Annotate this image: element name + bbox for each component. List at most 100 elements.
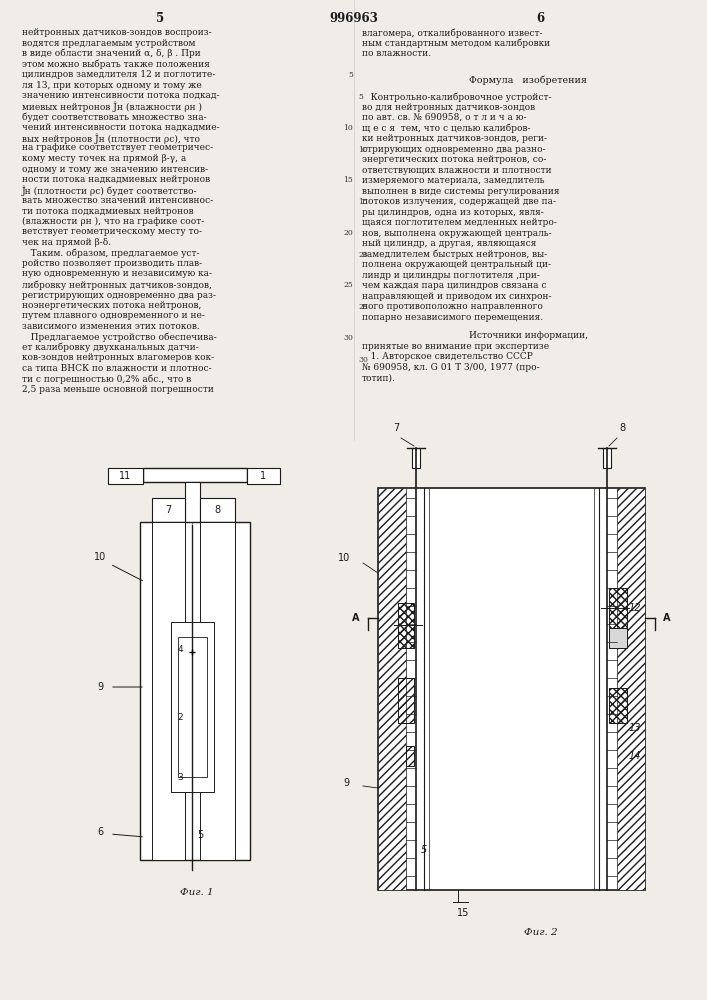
Bar (200, 522, 235, 860)
Text: нейтронных датчиков-зондов воспроиз-: нейтронных датчиков-зондов воспроиз- (22, 28, 211, 37)
Text: Формула   изобретения: Формула изобретения (469, 75, 588, 85)
Text: миевых нейтронов Ĵн (влажности ρн ): миевых нейтронов Ĵн (влажности ρн ) (22, 102, 202, 112)
Text: ков-зондов нейтронных влагомеров кок-: ков-зондов нейтронных влагомеров кок- (22, 354, 214, 362)
Text: щаяся поглотителем медленных нейтро-: щаяся поглотителем медленных нейтро- (362, 218, 557, 227)
Text: 14: 14 (629, 751, 641, 761)
Text: 7: 7 (165, 505, 172, 515)
Bar (398, 678, 414, 723)
Bar (171, 622, 214, 792)
Text: по авт. св. № 690958, о т л и ч а ю-: по авт. св. № 690958, о т л и ч а ю- (362, 113, 527, 122)
Text: ный цилиндр, а другая, являющаяся: ный цилиндр, а другая, являющаяся (362, 239, 537, 248)
Bar (398, 603, 414, 648)
Text: во для нейтронных датчиков-зондов: во для нейтронных датчиков-зондов (362, 103, 535, 112)
Bar (412, 448, 420, 468)
Text: линдр и цилиндры поглотителя ,при-: линдр и цилиндры поглотителя ,при- (362, 271, 540, 280)
Bar (178, 637, 207, 777)
Text: либровку нейтронных датчиков-зондов,: либровку нейтронных датчиков-зондов, (22, 280, 212, 290)
Text: кому месту точек на прямой β-γ, а: кому месту точек на прямой β-γ, а (22, 154, 186, 163)
Text: Источники информации,: Источники информации, (469, 331, 588, 340)
Text: 3: 3 (177, 772, 183, 782)
Text: потоков излучения, содержащей две па-: потоков излучения, содержащей две па- (362, 197, 556, 206)
Text: 5: 5 (421, 845, 427, 855)
Text: ры цилиндров, одна из которых, явля-: ры цилиндров, одна из которых, явля- (362, 208, 544, 217)
Text: 5: 5 (358, 93, 363, 101)
Text: попарно независимого перемещения.: попарно независимого перемещения. (362, 313, 543, 322)
Text: ную одновременную и независимую ка-: ную одновременную и независимую ка- (22, 269, 212, 278)
Bar (609, 628, 627, 648)
Text: 15: 15 (358, 198, 368, 206)
Text: выполнен в виде системы регулирования: выполнен в виде системы регулирования (362, 187, 559, 196)
Text: 1. Авторское свидетельство СССР: 1. Авторское свидетельство СССР (362, 352, 533, 361)
Text: зависимого изменения этих потоков.: зависимого изменения этих потоков. (22, 322, 200, 331)
Text: ля 13, при которых одному и тому же: ля 13, при которых одному и тому же (22, 81, 201, 90)
Text: 13: 13 (629, 723, 641, 733)
Text: 25: 25 (358, 303, 368, 311)
Text: значению интенсивности потока подкад-: значению интенсивности потока подкад- (22, 91, 219, 100)
Text: 15: 15 (344, 176, 353, 184)
Text: Фиг. 2: Фиг. 2 (524, 928, 558, 937)
Bar (378, 488, 406, 890)
Bar (108, 468, 143, 484)
Text: ного противоположно направленного: ного противоположно направленного (362, 302, 543, 311)
Bar (378, 488, 645, 890)
Text: ти с погрешностью 0,2% абс., что в: ти с погрешностью 0,2% абс., что в (22, 374, 192, 384)
Text: 6: 6 (97, 827, 103, 837)
Text: 996963: 996963 (329, 12, 378, 25)
Text: Фиг. 1: Фиг. 1 (180, 888, 214, 897)
Text: нов, выполнена окружающей централь-: нов, выполнена окружающей централь- (362, 229, 551, 238)
Text: стрирующих одновременно два разно-: стрирующих одновременно два разно- (362, 145, 546, 154)
Text: ноэнергетических потока нейтронов,: ноэнергетических потока нейтронов, (22, 301, 201, 310)
Bar (140, 522, 250, 860)
Text: 10: 10 (358, 146, 368, 154)
Text: энергетических потока нейтронов, со-: энергетических потока нейтронов, со- (362, 155, 547, 164)
Text: этом можно выбрать также положения: этом можно выбрать также положения (22, 60, 210, 69)
Text: 15: 15 (457, 908, 469, 918)
Text: 10: 10 (338, 553, 350, 563)
Text: ти потока подкадмиевых нейтронов: ти потока подкадмиевых нейтронов (22, 207, 194, 216)
Bar (406, 746, 414, 766)
Text: са типа ВНСК по влажности и плотнос-: са типа ВНСК по влажности и плотнос- (22, 364, 211, 373)
Text: 30: 30 (358, 356, 368, 364)
Text: принятые во внимание при экспертизе: принятые во внимание при экспертизе (362, 342, 549, 351)
Text: щ е с я  тем, что с целью калибров-: щ е с я тем, что с целью калибров- (362, 124, 530, 133)
Bar (609, 688, 627, 723)
Text: ет калибровку двухканальных датчи-: ет калибровку двухканальных датчи- (22, 343, 199, 353)
Text: 9: 9 (344, 778, 350, 788)
Text: 5: 5 (156, 12, 164, 25)
Text: Контрольно-калибровочное устройст-: Контрольно-калибровочное устройст- (362, 92, 551, 102)
Text: тотип).: тотип). (362, 373, 396, 382)
Text: 2: 2 (177, 712, 183, 722)
Text: направляющей и приводом их синхрон-: направляющей и приводом их синхрон- (362, 292, 551, 301)
Text: 5: 5 (348, 71, 353, 79)
Text: 5: 5 (197, 830, 203, 840)
Text: на графике соответствует геометричес-: на графике соответствует геометричес- (22, 143, 213, 152)
Text: 20: 20 (358, 251, 368, 259)
Text: цилиндров замедлителя 12 и поглотите-: цилиндров замедлителя 12 и поглотите- (22, 70, 215, 79)
Text: A: A (352, 613, 360, 623)
Text: 9: 9 (97, 682, 103, 692)
Text: 10: 10 (94, 552, 106, 562)
Text: 4: 4 (177, 646, 183, 654)
Text: путем плавного одновременного и не-: путем плавного одновременного и не- (22, 312, 205, 320)
Text: будет соответствовать множество зна-: будет соответствовать множество зна- (22, 112, 206, 121)
Bar (617, 488, 645, 890)
Text: ки нейтронных датчиков-зондов, реги-: ки нейтронных датчиков-зондов, реги- (362, 134, 547, 143)
Text: 2,5 раза меньше основной погрешности: 2,5 раза меньше основной погрешности (22, 385, 214, 394)
Text: ветствует геометрическому месту то-: ветствует геометрическому месту то- (22, 228, 202, 236)
Text: 12: 12 (629, 603, 641, 613)
Text: чений интенсивности потока надкадмие-: чений интенсивности потока надкадмие- (22, 122, 220, 131)
Text: Предлагаемое устройство обеспечива-: Предлагаемое устройство обеспечива- (22, 332, 216, 342)
Text: 10: 10 (344, 124, 353, 132)
Text: ответствующих влажности и плотности: ответствующих влажности и плотности (362, 166, 551, 175)
Bar (609, 588, 627, 628)
Bar (152, 522, 185, 860)
Text: 20: 20 (344, 229, 353, 237)
Bar (143, 468, 247, 482)
Bar (603, 448, 611, 468)
Text: ности потока надкадмиевых нейтронов: ности потока надкадмиевых нейтронов (22, 175, 210, 184)
Text: влагомера, откалиброванного извест-: влагомера, откалиброванного извест- (362, 28, 542, 37)
Text: 25: 25 (344, 281, 353, 289)
Text: № 690958, кл. G 01 T 3/00, 1977 (про-: № 690958, кл. G 01 T 3/00, 1977 (про- (362, 363, 539, 372)
Text: вых нейтронов Ĵн (плотности ρс), что: вых нейтронов Ĵн (плотности ρс), что (22, 133, 200, 143)
Text: полнена окружающей центральный ци-: полнена окружающей центральный ци- (362, 260, 551, 269)
